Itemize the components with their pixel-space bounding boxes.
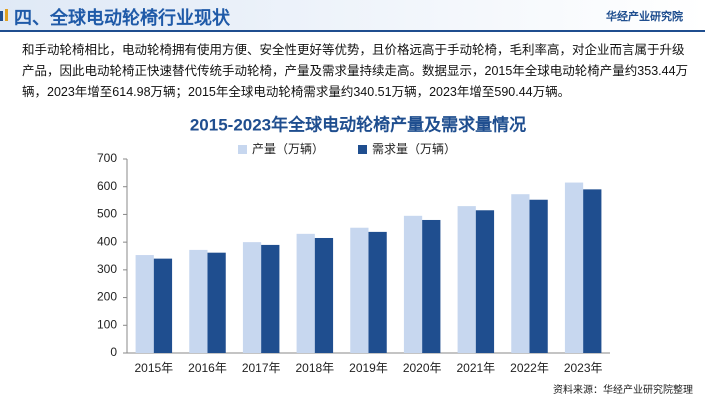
legend-label: 需求量（万辆）: [372, 142, 456, 156]
bar: [242, 242, 262, 353]
legend-swatch: [358, 145, 367, 154]
source: 资料来源：华经产业研究院整理: [553, 385, 693, 396]
bar: [261, 244, 280, 353]
legend-swatch: [238, 145, 247, 154]
x-tick-label: 2018年: [295, 361, 334, 375]
bar: [529, 199, 548, 353]
bar: [457, 206, 476, 353]
logo: [0, 9, 8, 21]
header-title: 四、全球电动轮椅行业现状: [14, 8, 230, 28]
bar: [583, 189, 602, 353]
bar: [368, 231, 387, 353]
legend-label: 产量（万辆）: [252, 142, 324, 156]
y-tick-label: 0: [110, 345, 117, 359]
bar: [511, 194, 530, 353]
x-tick-label: 2020年: [403, 361, 442, 375]
bar: [350, 227, 369, 353]
brand: 华经产业研究院: [606, 11, 683, 23]
bar: [314, 237, 334, 353]
bar: [564, 182, 584, 353]
x-tick-label: 2017年: [242, 361, 281, 375]
bar: [403, 215, 423, 353]
x-tick-label: 2019年: [349, 361, 388, 375]
y-tick-label: 300: [97, 262, 117, 276]
bar: [135, 255, 154, 353]
bar: [207, 252, 226, 353]
bar: [153, 258, 173, 353]
y-tick-label: 500: [97, 207, 117, 221]
y-tick-label: 400: [97, 234, 117, 248]
chart-title: 2015-2023年全球电动轮椅产量及需求量情况: [190, 114, 526, 134]
x-tick-label: 2016年: [188, 361, 227, 375]
bar: [475, 210, 495, 353]
x-tick-label: 2021年: [456, 361, 495, 375]
x-tick-label: 2022年: [510, 361, 549, 375]
x-tick-label: 2015年: [134, 361, 173, 375]
y-tick-label: 100: [97, 317, 117, 331]
bar: [422, 219, 441, 353]
y-tick-label: 700: [97, 151, 117, 165]
bar: [296, 233, 315, 353]
y-tick-label: 600: [97, 179, 117, 193]
paragraph: 和手动轮椅相比，电动轮椅拥有使用方便、安全性更好等优势，且价格远高于手动轮椅，毛…: [22, 43, 689, 99]
y-tick-label: 200: [97, 290, 117, 304]
x-tick-label: 2023年: [564, 361, 603, 375]
header-bar: 四、全球电动轮椅行业现状 华经产业研究院: [0, 0, 705, 32]
bar: [189, 249, 208, 353]
